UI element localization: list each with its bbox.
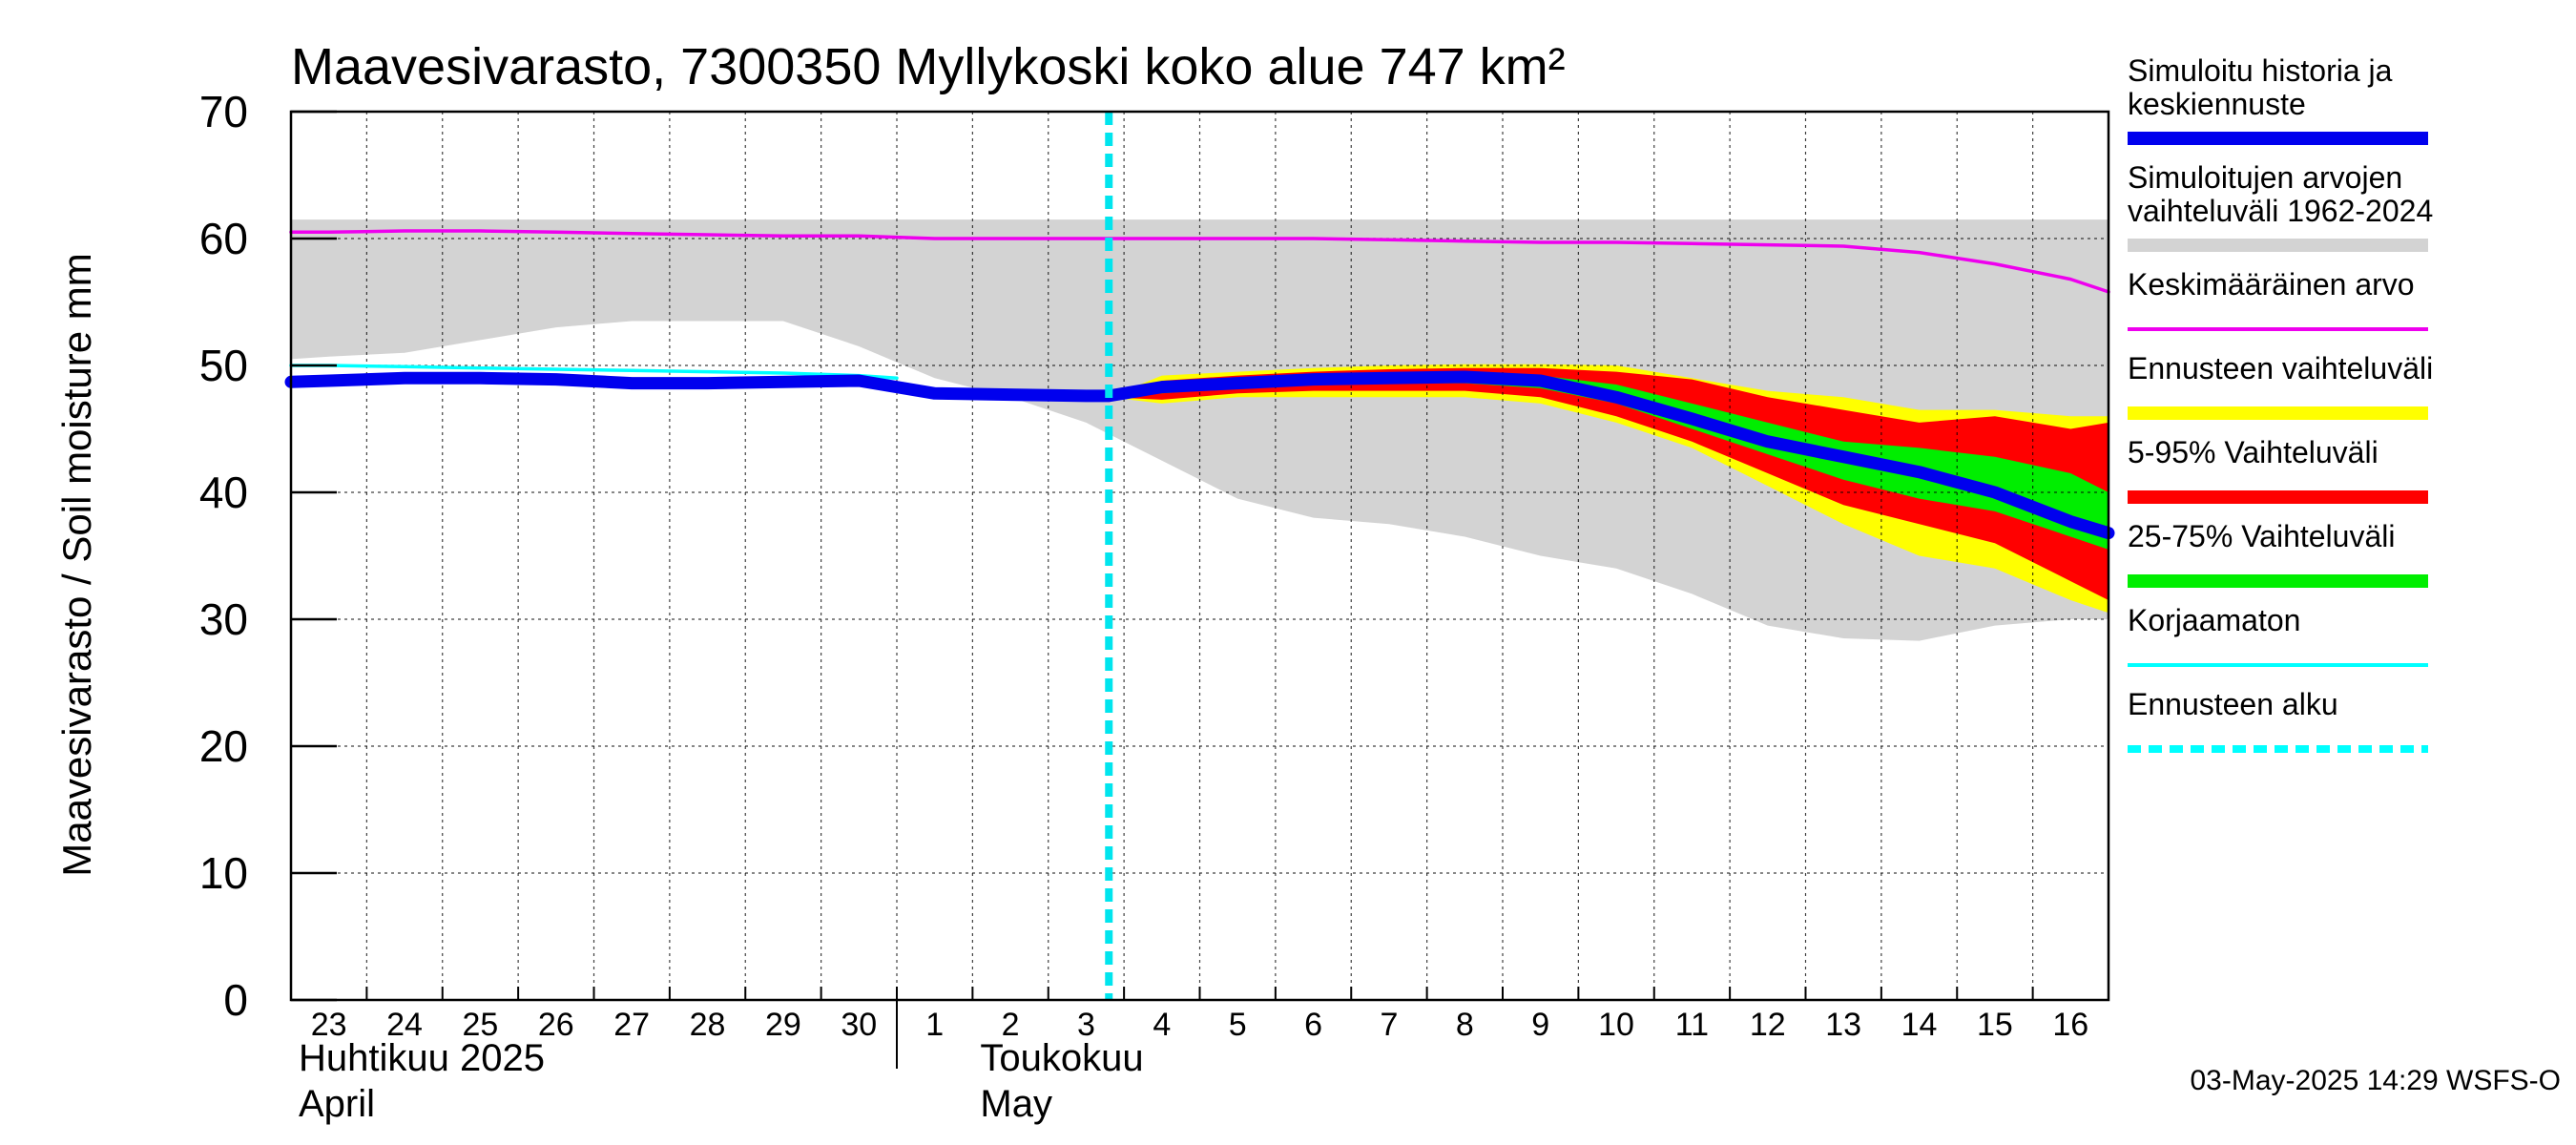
x-tick-label: 2	[1002, 1007, 1020, 1043]
x-tick-label: 15	[1977, 1007, 2013, 1043]
month-label-en: May	[980, 1083, 1052, 1125]
y-tick-label: 10	[199, 848, 248, 898]
x-tick-label: 23	[311, 1007, 347, 1043]
x-tick-label: 27	[613, 1007, 650, 1043]
y-tick-label: 60	[199, 214, 248, 263]
y-tick-label: 40	[199, 468, 248, 517]
x-tick-label: 1	[925, 1007, 944, 1043]
x-tick-label: 10	[1598, 1007, 1634, 1043]
x-tick-label: 25	[463, 1007, 499, 1043]
month-label-fi: Huhtikuu 2025	[299, 1037, 545, 1079]
series-line-0	[289, 229, 2110, 294]
x-tick-label: 16	[2052, 1007, 2088, 1043]
y-tick-label: 20	[199, 721, 248, 771]
legend-item-4: 5-95% Vaihteluväli	[2128, 435, 2428, 504]
chart-title: Maavesivarasto, 7300350 Myllykoski koko …	[291, 38, 1566, 95]
legend-item-7: Ennusteen alku	[2128, 687, 2428, 753]
x-tick-label: 13	[1825, 1007, 1861, 1043]
x-tick-label: 3	[1077, 1007, 1095, 1043]
series-line-1	[289, 364, 899, 381]
series-line-2	[284, 370, 2115, 540]
legend: Simuloitu historia jakeskiennusteSimuloi…	[2128, 53, 2433, 753]
legend-label: Simuloitujen arvojen	[2128, 160, 2402, 195]
x-tick-label: 6	[1304, 1007, 1322, 1043]
legend-label-2: vaihteluväli 1962-2024	[2128, 194, 2433, 228]
y-axis-label: Maavesivarasto / Soil moisture mm	[54, 253, 99, 877]
x-tick-label: 14	[1901, 1007, 1938, 1043]
legend-label: Ennusteen alku	[2128, 687, 2338, 721]
legend-label: Simuloitu historia ja	[2128, 53, 2393, 88]
band-3	[1109, 373, 2109, 550]
y-tick-label: 50	[199, 341, 248, 390]
legend-item-6: Korjaamaton	[2128, 603, 2428, 667]
y-tick-label: 70	[199, 87, 248, 136]
legend-label: 25-75% Vaihteluväli	[2128, 519, 2395, 553]
legend-label-2: keskiennuste	[2128, 87, 2306, 121]
x-tick-label: 12	[1750, 1007, 1786, 1043]
legend-label: Ennusteen vaihteluväli	[2128, 351, 2433, 385]
x-tick-label: 29	[765, 1007, 801, 1043]
legend-label: 5-95% Vaihteluväli	[2128, 435, 2379, 469]
month-label-fi: Toukokuu	[980, 1037, 1143, 1079]
legend-item-3: Ennusteen vaihteluväli	[2128, 351, 2433, 420]
band-0	[291, 219, 2109, 641]
month-label-en: April	[299, 1083, 375, 1125]
y-tick-label: 30	[199, 594, 248, 644]
x-tick-label: 24	[386, 1007, 423, 1043]
legend-item-5: 25-75% Vaihteluväli	[2128, 519, 2428, 588]
band-2	[1109, 367, 2109, 600]
x-tick-label: 28	[690, 1007, 726, 1043]
legend-item-2: Keskimääräinen arvo	[2128, 267, 2428, 331]
legend-label: Keskimääräinen arvo	[2128, 267, 2415, 302]
x-tick-label: 4	[1153, 1007, 1171, 1043]
footer-timestamp: 03-May-2025 14:29 WSFS-O	[2191, 1065, 2562, 1096]
x-tick-label: 9	[1531, 1007, 1549, 1043]
x-tick-label: 11	[1675, 1007, 1709, 1043]
legend-label: Korjaamaton	[2128, 603, 2300, 637]
x-tick-label: 26	[538, 1007, 574, 1043]
x-tick-label: 30	[841, 1007, 877, 1043]
x-tick-label: 5	[1229, 1007, 1247, 1043]
y-tick-label: 0	[223, 975, 248, 1025]
x-tick-label: 7	[1380, 1007, 1398, 1043]
x-tick-label: 8	[1456, 1007, 1474, 1043]
